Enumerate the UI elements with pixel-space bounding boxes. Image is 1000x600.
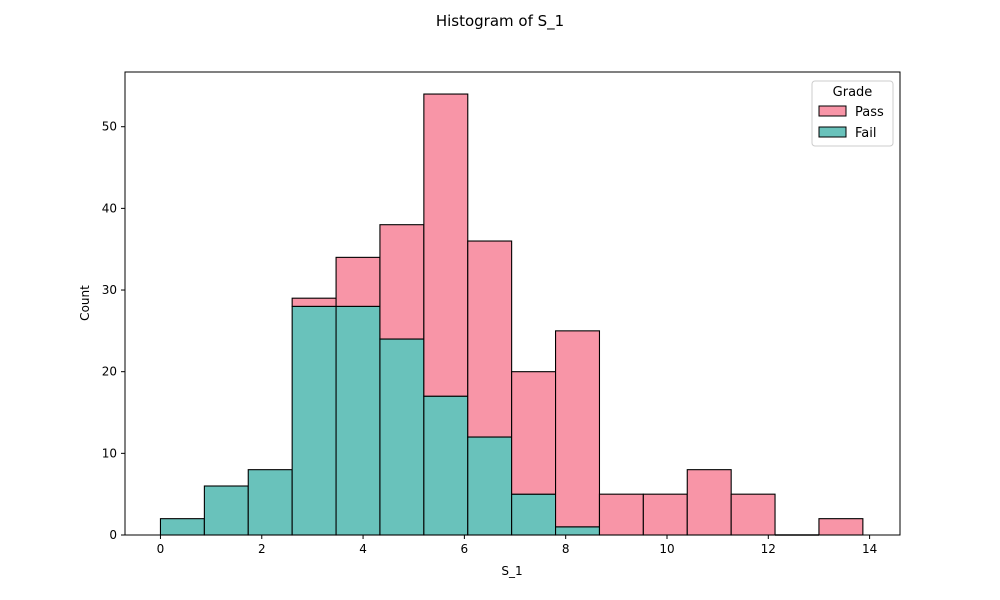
bar-fail-0 [159,518,205,536]
legend-label-pass: Pass [855,105,884,120]
y-tick-label: 20 [102,365,117,379]
y-tick-label: 40 [102,201,117,215]
x-tick-label: 0 [157,542,165,556]
bar-fail-2 [247,469,293,536]
bar-fail-4 [335,305,381,536]
bar-fail-7 [467,436,513,536]
bar-pass-12 [686,469,732,536]
y-tick-label: 30 [102,283,117,297]
y-tick-label: 0 [109,528,117,542]
x-axis-ticks: 0 2 4 6 8 10 12 14 [157,535,877,556]
bar-pass-4 [335,256,381,307]
x-tick-label: 4 [359,542,367,556]
x-tick-label: 8 [562,542,570,556]
bar-fail-1 [203,485,249,536]
bar-pass-8 [511,371,557,495]
bar-fail-8 [511,493,557,536]
bar-pass-13 [730,493,776,536]
y-tick-label: 50 [102,120,117,134]
legend-swatch-fail [818,126,847,138]
legend-swatch-pass [818,105,847,117]
x-tick-label: 6 [461,542,469,556]
bar-pass-3 [291,297,337,307]
bar-pass-15 [818,518,864,536]
x-tick-label: 10 [659,542,674,556]
bar-pass-9 [555,330,601,528]
axes-frame [124,71,901,536]
x-tick-label: 14 [862,542,877,556]
bar-pass-11 [642,493,688,536]
bar-pass-10 [598,493,644,536]
bar-fail-3 [291,305,337,536]
bar-pass-7 [467,240,513,438]
legend-label-fail: Fail [855,126,876,141]
bar-fail-9 [555,526,601,536]
legend-title: Grade [833,85,873,100]
bars-group [159,93,864,536]
bar-fail-5 [379,338,425,536]
y-axis-label: Count [78,285,92,321]
legend: Grade Pass Fail [811,80,894,147]
x-tick-label: 12 [761,542,776,556]
y-tick-label: 10 [102,446,117,460]
bar-pass-6 [423,93,469,397]
x-axis-label: S_1 [501,564,522,578]
chart-title: Histogram of S_1 [436,12,564,31]
bar-fail-6 [423,395,469,536]
y-axis-ticks: 0 10 20 30 40 50 [102,120,125,542]
x-tick-label: 2 [258,542,266,556]
bar-pass-5 [379,224,425,340]
